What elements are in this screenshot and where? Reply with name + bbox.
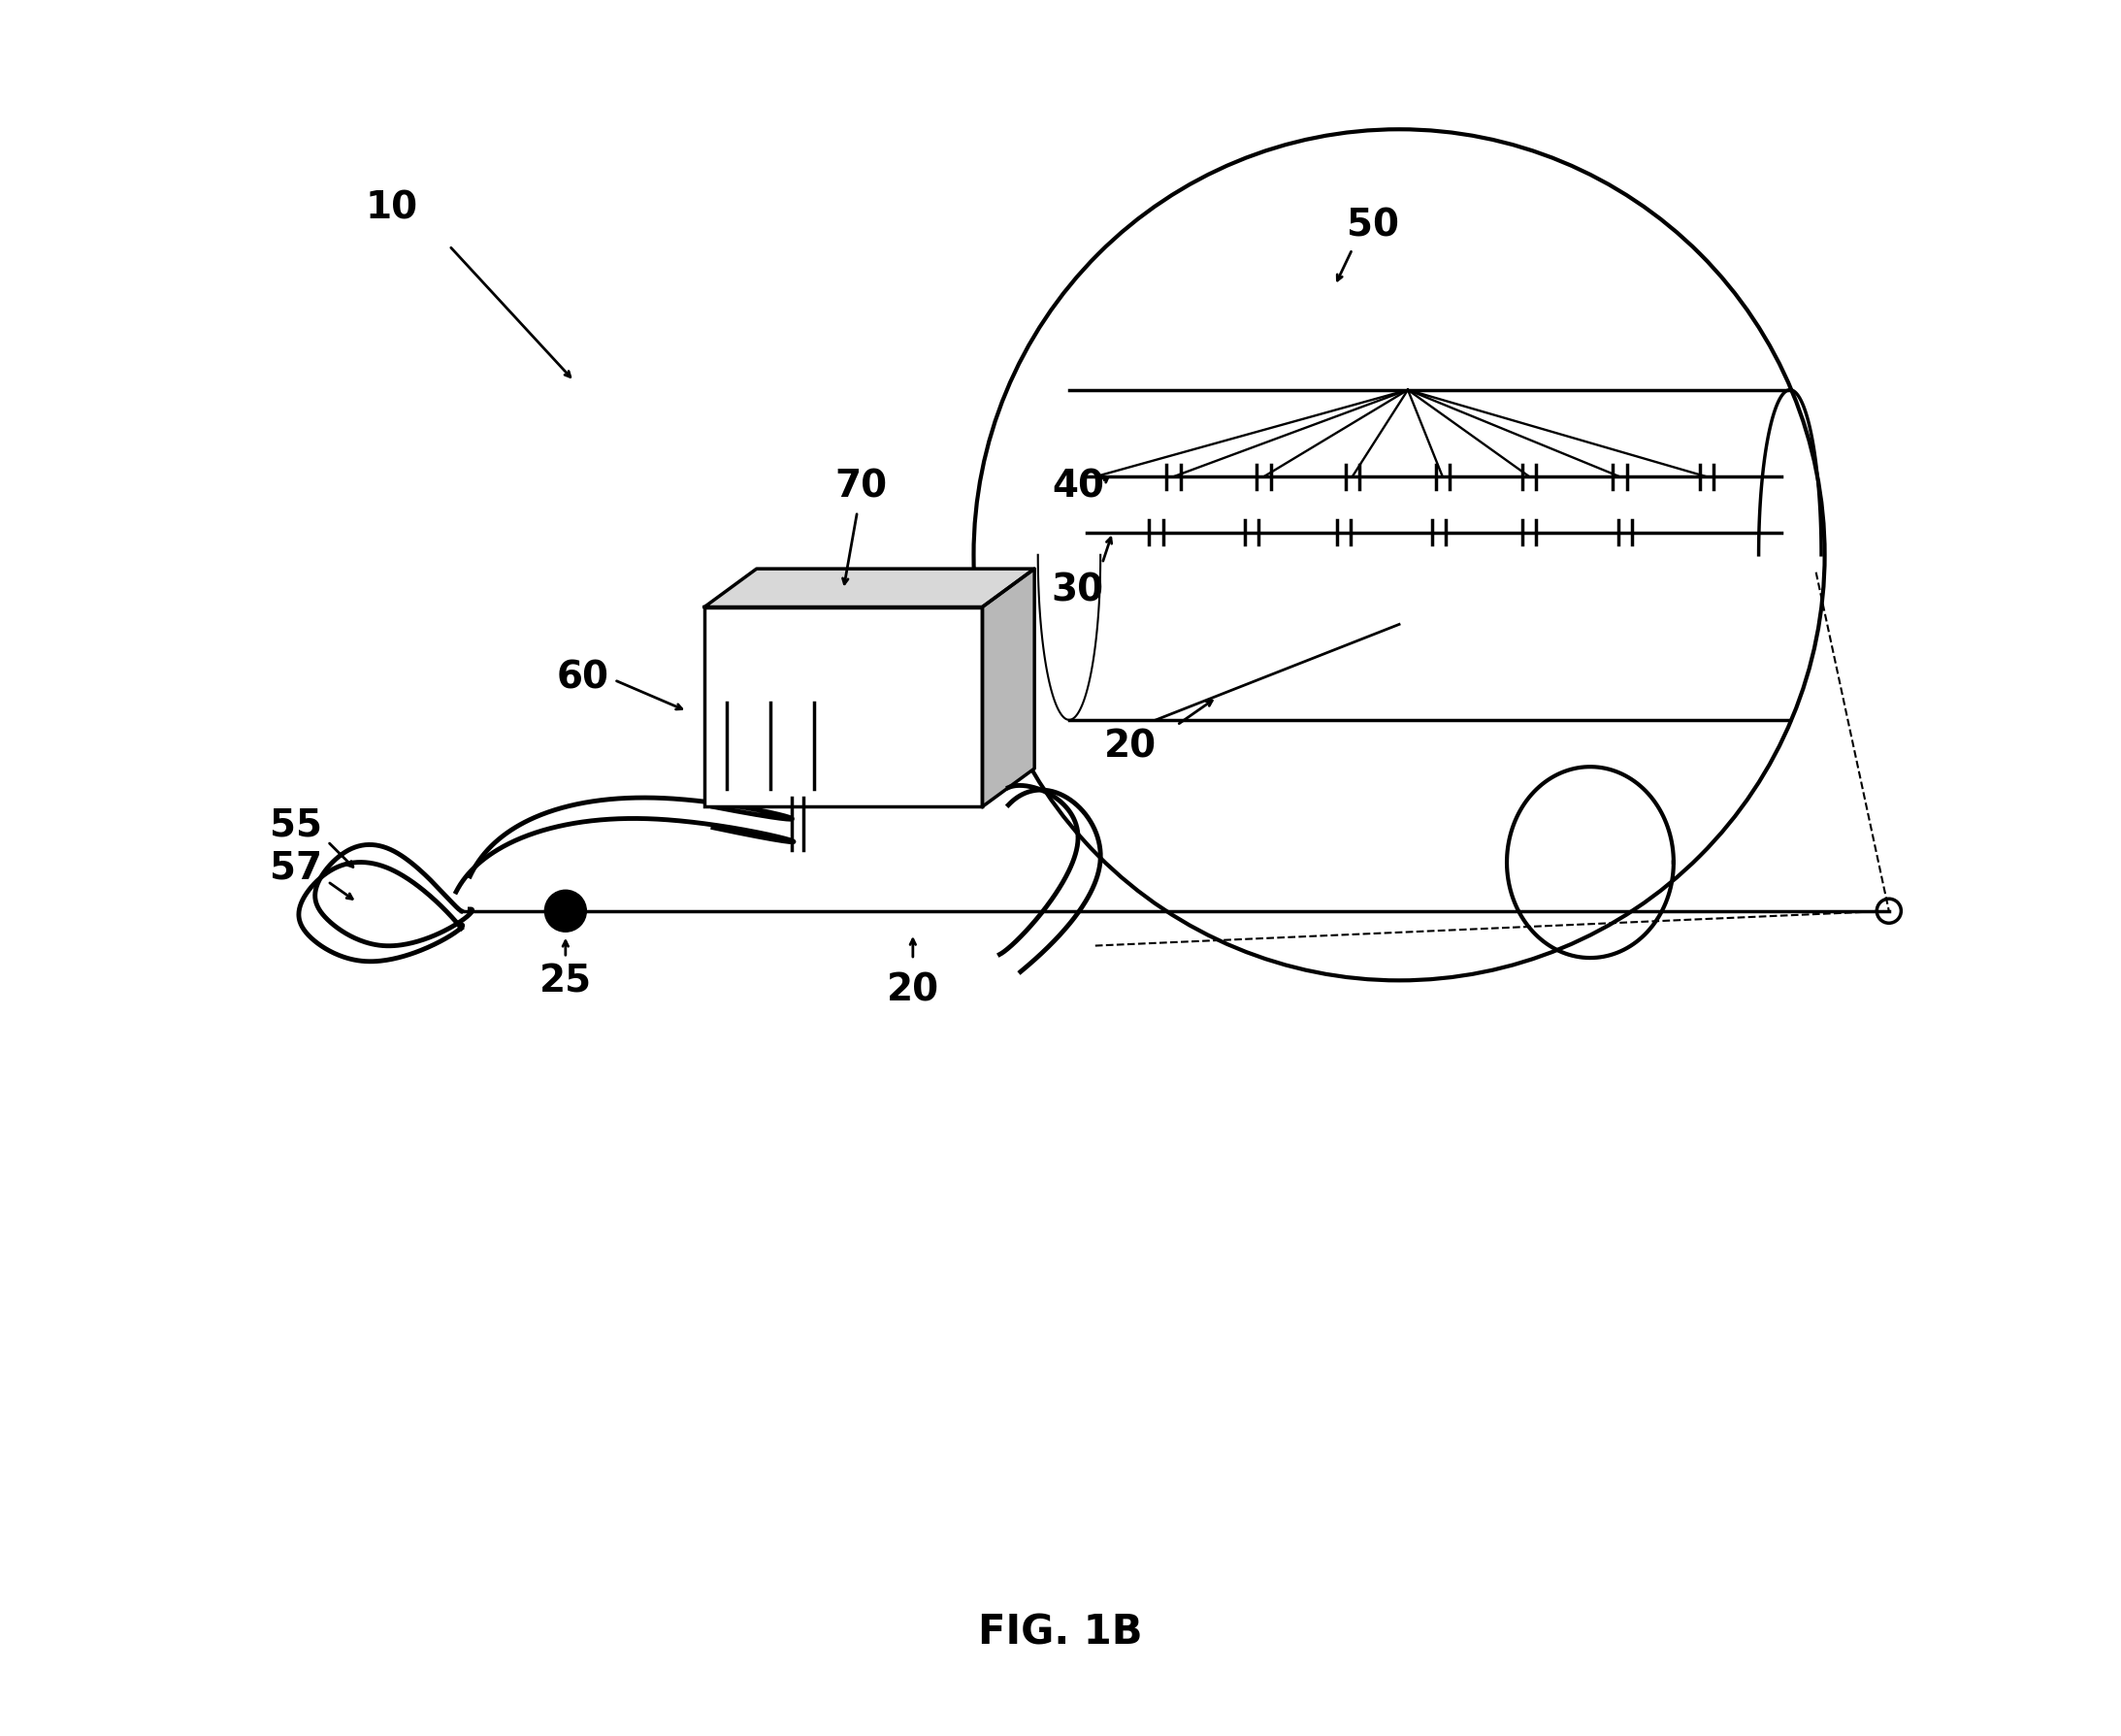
Text: 70: 70 (834, 467, 887, 505)
Text: 10: 10 (365, 189, 418, 227)
Bar (704, 608, 982, 807)
Text: 30: 30 (1052, 571, 1105, 609)
Text: 20: 20 (1103, 727, 1156, 766)
Polygon shape (704, 569, 1035, 608)
Text: FIG. 1B: FIG. 1B (978, 1611, 1143, 1653)
Text: 55: 55 (269, 806, 322, 844)
Text: 60: 60 (556, 658, 609, 696)
Text: 57: 57 (269, 849, 322, 887)
Circle shape (545, 891, 585, 932)
Polygon shape (982, 569, 1035, 807)
Text: 20: 20 (887, 970, 940, 1009)
Text: 25: 25 (539, 962, 592, 1000)
Text: 40: 40 (1052, 467, 1105, 505)
Text: 50: 50 (1347, 207, 1400, 245)
